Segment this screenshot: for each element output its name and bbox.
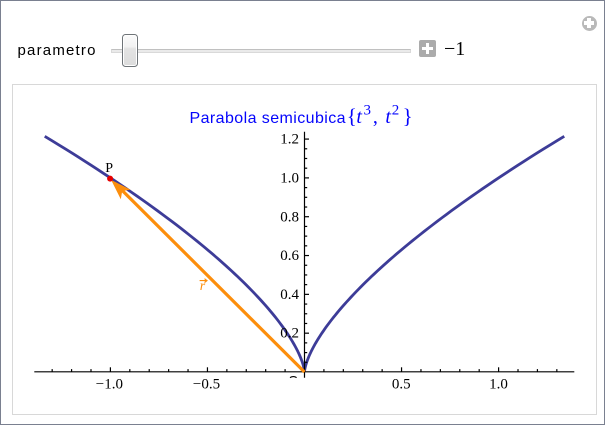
svg-text:Parabola semicubica: Parabola semicubica xyxy=(190,110,347,127)
svg-text:−1.0: −1.0 xyxy=(96,377,123,393)
svg-text:0.4: 0.4 xyxy=(280,287,299,303)
svg-text:0.2: 0.2 xyxy=(280,326,299,342)
svg-text:,: , xyxy=(373,106,378,128)
svg-text:t: t xyxy=(356,106,362,128)
svg-text:0.6: 0.6 xyxy=(280,248,299,264)
svg-text:t: t xyxy=(385,106,391,128)
svg-text:{: { xyxy=(347,104,357,128)
svg-text:−0.5: −0.5 xyxy=(193,377,220,393)
svg-text:1.2: 1.2 xyxy=(280,132,299,148)
svg-text:1.0: 1.0 xyxy=(489,377,508,393)
svg-text:}: } xyxy=(403,104,413,128)
svg-text:2: 2 xyxy=(392,103,400,119)
svg-text:1.0: 1.0 xyxy=(280,171,299,187)
svg-text:0.8: 0.8 xyxy=(280,209,299,225)
svg-text:r: r xyxy=(200,279,206,294)
svg-text:P: P xyxy=(105,161,113,176)
svg-text:0.5: 0.5 xyxy=(392,377,411,393)
svg-text:3: 3 xyxy=(364,103,372,119)
